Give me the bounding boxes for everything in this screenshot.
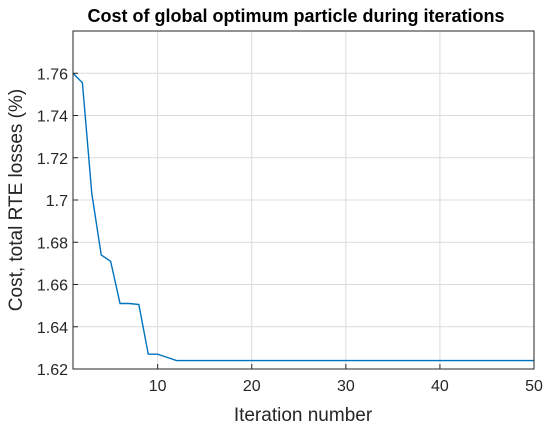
y-tick-label: 1.74 bbox=[37, 109, 68, 126]
series-group bbox=[72, 72, 534, 362]
y-tick-label: 1.64 bbox=[37, 320, 68, 337]
chart-title: Cost of global optimum particle during i… bbox=[87, 6, 504, 26]
x-tick-label: 40 bbox=[431, 378, 449, 395]
series-line bbox=[72, 72, 534, 362]
y-tick-label: 1.68 bbox=[37, 235, 68, 252]
x-tick-label: 30 bbox=[337, 378, 355, 395]
y-axis-ticks: 1.62 1.64 1.66 1.68 1.7 1.72 1.74 1.76 bbox=[37, 66, 78, 379]
x-tick-label: 20 bbox=[243, 378, 261, 395]
y-axis-label: Cost, total RTE losses (%) bbox=[6, 89, 27, 311]
x-tick-label: 50 bbox=[525, 378, 543, 395]
x-tick-label: 10 bbox=[149, 378, 167, 395]
x-axis-ticks: 10 20 30 40 50 bbox=[149, 364, 543, 395]
y-tick-label: 1.72 bbox=[37, 151, 68, 168]
y-tick-label: 1.76 bbox=[37, 66, 68, 83]
y-tick-label: 1.62 bbox=[37, 362, 68, 379]
y-tick-label: 1.66 bbox=[37, 278, 68, 295]
x-axis-label: Iteration number bbox=[234, 405, 373, 426]
y-tick-label: 1.7 bbox=[46, 193, 68, 210]
